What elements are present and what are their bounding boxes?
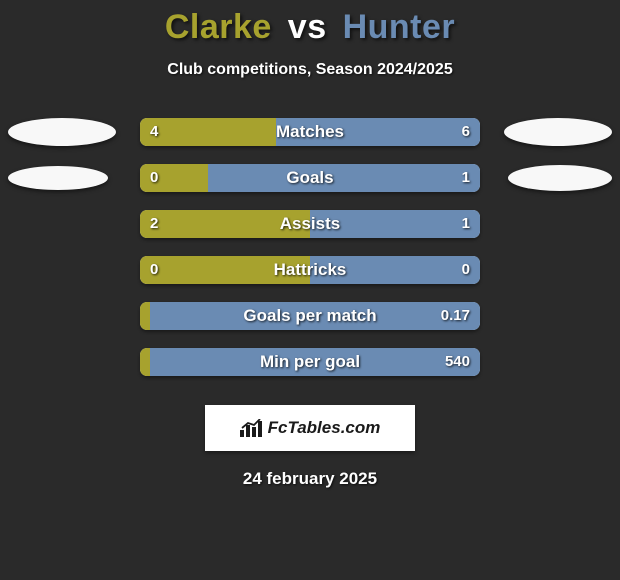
brand-chart-icon — [240, 419, 262, 437]
stat-bar: 21Assists — [140, 210, 480, 238]
bar-fill-player1 — [140, 210, 310, 238]
stat-bar: 46Matches — [140, 118, 480, 146]
disc-left — [8, 118, 116, 146]
bar-fill-player1 — [140, 164, 208, 192]
disc-right — [504, 118, 612, 146]
disc-left — [8, 166, 108, 190]
stats-list: 46Matches 01Goals 21Assists 00Hattricks 0.17… — [0, 109, 620, 385]
bar-fill-player2 — [150, 302, 480, 330]
brand-text: FcTables.com — [268, 418, 381, 438]
title-player2: Hunter — [343, 8, 456, 46]
disc-right — [508, 165, 612, 191]
comparison-infographic: Clarke vs Hunter Club competitions, Seas… — [0, 0, 620, 580]
brand-badge: FcTables.com — [205, 405, 415, 451]
stat-bar: 0.17Goals per match — [140, 302, 480, 330]
bar-fill-player1 — [140, 348, 150, 376]
title-vs: vs — [288, 8, 327, 46]
date-label: 24 february 2025 — [0, 469, 620, 489]
stat-row: 46Matches — [0, 109, 620, 155]
stat-bar: 540Min per goal — [140, 348, 480, 376]
page-title: Clarke vs Hunter — [0, 0, 620, 47]
stat-bar: 00Hattricks — [140, 256, 480, 284]
bar-fill-player1 — [140, 256, 310, 284]
bar-fill-player2 — [310, 256, 480, 284]
bar-fill-player2 — [310, 210, 480, 238]
bar-fill-player1 — [140, 118, 276, 146]
stat-row: 0.17Goals per match — [0, 293, 620, 339]
subtitle: Club competitions, Season 2024/2025 — [0, 61, 620, 79]
stat-row: 540Min per goal — [0, 339, 620, 385]
bar-fill-player1 — [140, 302, 150, 330]
bar-fill-player2 — [150, 348, 480, 376]
stat-row: 21Assists — [0, 201, 620, 247]
stat-row: 01Goals — [0, 155, 620, 201]
stat-bar: 01Goals — [140, 164, 480, 192]
bar-fill-player2 — [276, 118, 480, 146]
stat-row: 00Hattricks — [0, 247, 620, 293]
title-player1: Clarke — [165, 8, 272, 46]
bar-fill-player2 — [208, 164, 480, 192]
